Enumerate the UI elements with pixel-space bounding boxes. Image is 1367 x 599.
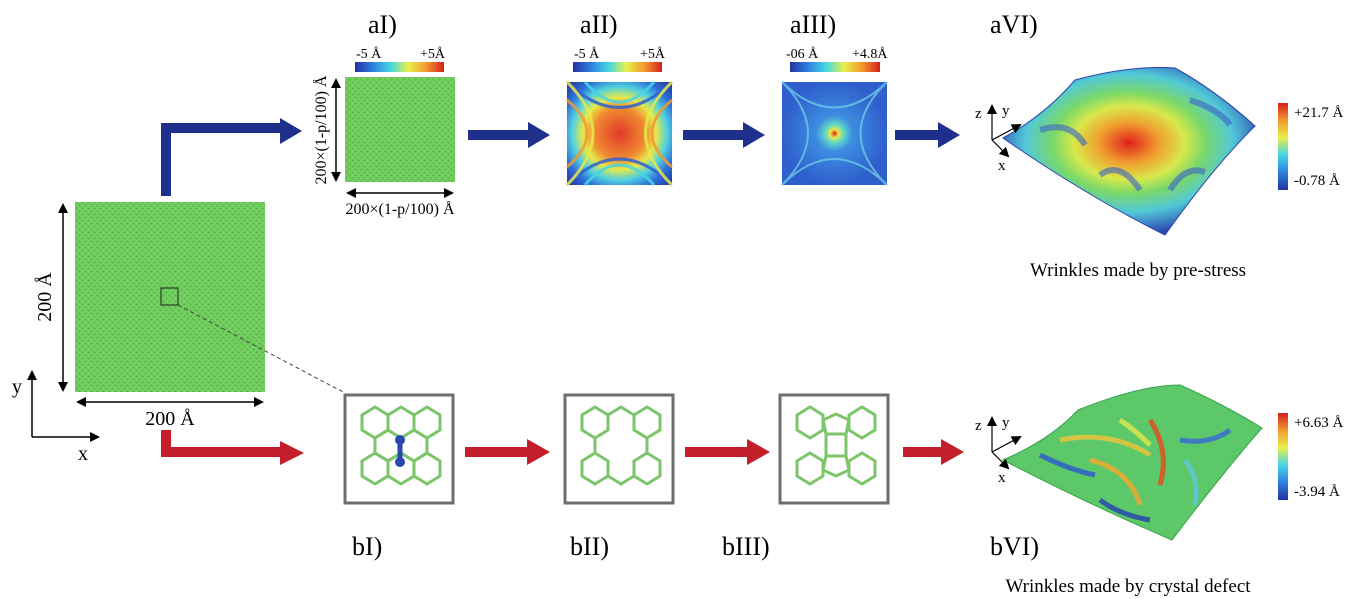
aVI-wrinkle-surface	[1002, 67, 1256, 236]
bVI-axis-y	[991, 436, 1022, 453]
panel-bIII: bIII)	[722, 393, 890, 561]
bVI-axis-y-label: y	[1002, 415, 1010, 431]
panel-aIII: aIII) -06 Å +4.8Å	[781, 10, 888, 186]
aI-height-label: 200×(1-p/100) Å	[312, 75, 330, 184]
bVI-wrinkle-ridges	[1038, 417, 1232, 523]
bIII-frame	[778, 393, 890, 505]
main-width-label: 200 Å	[145, 408, 195, 430]
blue-elbow-arrow	[161, 123, 282, 196]
aIII-cbar-max: +4.8Å	[852, 46, 888, 62]
aVI-cbar-min: -0.78 Å	[1294, 173, 1340, 189]
blue-arrow-3-head	[938, 122, 960, 148]
axis-x-label: x	[78, 443, 88, 465]
aVI-axis-z-label: z	[975, 106, 982, 122]
bVI-cbar-max: +6.63 Å	[1294, 415, 1343, 431]
aVI-cbar-max: +21.7 Å	[1294, 105, 1343, 121]
aI-compressed-sheet	[345, 77, 455, 182]
aII-height-map	[567, 82, 672, 185]
aVI-axis-y-label: y	[1002, 103, 1010, 119]
panel-label-aI: aI)	[368, 10, 397, 39]
aII-cbar-max: +5Å	[640, 46, 666, 62]
aI-colorbar	[355, 62, 444, 72]
red-arrow-2-shaft	[685, 447, 749, 457]
panel-label-aII: aII)	[580, 10, 618, 39]
axis-y-label: y	[12, 376, 22, 398]
zoom-dashed-line	[177, 304, 346, 394]
blue-arrow-1-head	[528, 122, 550, 148]
panel-aVI: aVI) z y x +21.7 Å -0.78 Å Wrinkles made…	[975, 10, 1343, 281]
panel-bII: bII)	[563, 393, 675, 561]
blue-arrow-1-shaft	[468, 130, 530, 140]
main-height-label: 200 Å	[34, 272, 56, 322]
red-flow-arrows	[161, 430, 964, 465]
aI-cbar-max: +5Å	[420, 46, 446, 62]
blue-arrow-2-shaft	[683, 130, 745, 140]
bVI-cbar-min: -3.94 Å	[1294, 484, 1340, 500]
aIII-height-map	[782, 82, 887, 185]
panel-bVI: z y x +6.63 Å -3.94 Å bVI) Wrinkles made…	[975, 384, 1343, 597]
bIII-lattice-bonds	[795, 405, 877, 486]
panel-aII: aII) -5 Å +5Å	[565, 10, 674, 187]
blue-arrow-3-shaft	[895, 130, 940, 140]
bII-lattice-bonds	[580, 405, 662, 486]
panel-label-bI: bI)	[352, 532, 382, 561]
blue-elbow-arrowhead	[280, 118, 302, 144]
blue-arrow-2-head	[743, 122, 765, 148]
aVI-wrinkle-lobes	[1039, 97, 1233, 192]
aI-cbar-min: -5 Å	[356, 46, 382, 62]
bI-defect-atom-top	[395, 435, 405, 445]
bII-frame	[563, 393, 675, 505]
red-arrow-1-shaft	[465, 447, 529, 457]
aVI-colorbar	[1278, 103, 1288, 190]
bI-defect-atom-bottom	[395, 457, 405, 467]
aIII-colorbar	[790, 62, 880, 72]
aII-cbar-min: -5 Å	[574, 46, 600, 62]
red-arrow-2-head	[747, 439, 770, 465]
aII-saddle-contours	[565, 80, 674, 187]
panel-aI: aI) -5 Å +5Å 200×(1-p/100) Å 200×(1-p/10…	[312, 10, 455, 218]
red-arrow-3-head	[941, 439, 964, 465]
bVI-caption: Wrinkles made by crystal defect	[1005, 576, 1251, 597]
aVI-axis-x-label: x	[998, 158, 1006, 174]
bVI-colorbar	[1278, 413, 1288, 500]
red-arrow-3-shaft	[903, 447, 943, 457]
aVI-axis-x	[991, 139, 1010, 158]
bVI-axis-x	[991, 451, 1010, 470]
bVI-axis-x-label: x	[998, 470, 1006, 486]
panel-label-aVI: aVI)	[990, 10, 1038, 39]
red-arrow-1-head	[527, 439, 550, 465]
panel-label-aIII: aIII)	[790, 10, 836, 39]
panel-label-bIII: bIII)	[722, 532, 770, 561]
main-sheet-group: 200 Å 200 Å y x	[12, 202, 346, 465]
aVI-axis-y	[991, 124, 1022, 141]
panel-bI: bI)	[343, 393, 455, 561]
aIII-cbar-min: -06 Å	[786, 46, 819, 62]
blue-flow-arrows	[161, 118, 960, 196]
bVI-axis-z-label: z	[975, 418, 982, 434]
aVI-caption: Wrinkles made by pre-stress	[1030, 260, 1246, 281]
main-graphene-sheet	[75, 202, 265, 392]
selection-square	[160, 287, 179, 306]
panel-label-bVI: bVI)	[990, 532, 1039, 561]
aIII-contours	[781, 81, 888, 186]
panel-label-bII: bII)	[570, 532, 609, 561]
aII-colorbar	[573, 62, 662, 72]
red-elbow-arrow	[161, 430, 282, 457]
red-elbow-arrowhead	[280, 441, 304, 465]
aI-width-label: 200×(1-p/100) Å	[345, 200, 454, 218]
